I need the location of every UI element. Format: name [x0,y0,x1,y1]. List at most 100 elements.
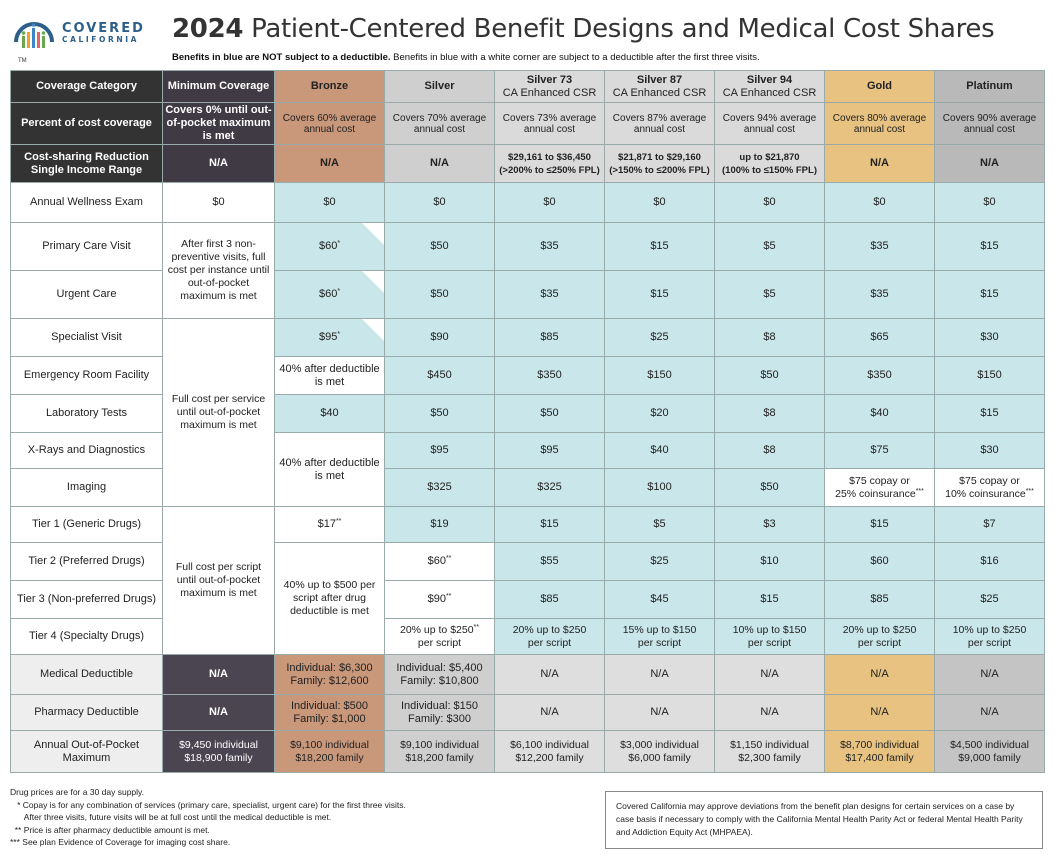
cell: $75 [824,432,935,469]
cell: $16 [934,542,1045,581]
merged-cell: Full cost per service until out-of-pocke… [162,318,275,507]
cell: $9,450 individual $18,900 family [162,730,275,773]
cell: $25 [604,542,715,581]
row-label: Medical Deductible [10,654,163,695]
cell: $30 [934,318,1045,357]
cell: N/A [934,654,1045,695]
cell: $75 copay or 25% coinsurance*** [824,468,935,507]
cell: 40% after deductible is met [274,356,385,395]
col-silver-87: Silver 87 CA Enhanced CSR [604,70,715,103]
cell: $50 [384,270,495,319]
cell: $3,000 individual $6,000 family [604,730,715,773]
cell: $8 [714,318,825,357]
cell: $60 [824,542,935,581]
cell: Individual: $6,300 Family: $12,600 [274,654,385,695]
cell: Individual: $5,400 Family: $10,800 [384,654,495,695]
cell: $60* [274,270,385,319]
cell: $0 [824,182,935,223]
cell: 15% up to $150 per script [604,618,715,655]
cell: $40 [274,394,385,433]
page-title: 2024 Patient-Centered Benefit Designs an… [172,14,995,44]
row-label: Specialist Visit [10,318,163,357]
cell: N/A [494,694,605,731]
cell: $15 [824,506,935,543]
row-out-of-pocket-max: Annual Out-of-Pocket Maximum $9,450 indiv… [10,730,1045,773]
cell: $350 [824,356,935,395]
cell: N/A [384,144,495,183]
cell: $35 [494,222,605,271]
row-tier4: Tier 4 (Specialty Drugs) 20% up to $250*… [10,618,1045,655]
col-silver-94: Silver 94 CA Enhanced CSR [714,70,825,103]
cell: $0 [274,182,385,223]
cell: $50 [384,222,495,271]
row-pharmacy-deductible: Pharmacy Deductible N/A Individual: $500… [10,694,1045,731]
cell: Covers 90% average annual cost [934,102,1045,145]
cell: $85 [494,580,605,619]
row-label: Tier 4 (Specialty Drugs) [10,618,163,655]
cell: $50 [714,468,825,507]
logo-line2: CALIFORNIA [62,35,140,44]
row-label: Emergency Room Facility [10,356,163,395]
cell: $90 [384,318,495,357]
row-laboratory: Laboratory Tests $40 $50 $50 $20 $8 $40 … [10,394,1045,433]
cell: $50 [384,394,495,433]
col-silver-73: Silver 73 CA Enhanced CSR [494,70,605,103]
cell: $35 [494,270,605,319]
logo-trademark: TM [18,58,27,64]
row-emergency-room: Emergency Room Facility 40% after deduct… [10,356,1045,395]
row-medical-deductible: Medical Deductible N/A Individual: $6,30… [10,654,1045,695]
cell: $95 [494,432,605,469]
cell: $15 [714,580,825,619]
cell: $19 [384,506,495,543]
cell: N/A [714,694,825,731]
cell: N/A [162,694,275,731]
col-minimum-coverage: Minimum Coverage [162,70,275,103]
cell: Covers 70% average annual cost [384,102,495,145]
row-label: Tier 1 (Generic Drugs) [10,506,163,543]
cell: $40 [604,432,715,469]
cell: $35 [824,222,935,271]
cell: $90** [384,580,495,619]
cell: N/A [824,144,935,183]
footnote: After three visits, future visits will b… [10,812,332,822]
cell: $20 [604,394,715,433]
row-label: Imaging [10,468,163,507]
col-bronze: Bronze [274,70,385,103]
col-coverage-category: Coverage Category [10,70,163,103]
cell: $85 [494,318,605,357]
merged-cell: 40% after deductible is met [274,432,385,507]
cell: $5 [714,270,825,319]
cell: $100 [604,468,715,507]
cell: N/A [824,694,935,731]
row-primary-care: Primary Care Visit After first 3 non-pre… [10,222,1045,319]
row-label: Percent of cost coverage [10,102,163,145]
page-header: COVERED CALIFORNIA TM 2024 Patient-Cente… [0,0,1055,70]
cell: $25 [604,318,715,357]
row-label: Annual Out-of-Pocket Maximum [10,730,163,773]
cell: 20% up to $250 per script [824,618,935,655]
cell: $15 [604,270,715,319]
cell: $0 [934,182,1045,223]
col-platinum: Platinum [934,70,1045,103]
cell: $8 [714,432,825,469]
cell: $0 [714,182,825,223]
cell: $95 [384,432,495,469]
cell: $6,100 individual $12,200 family [494,730,605,773]
cell: N/A [934,144,1045,183]
cell: $75 copay or 10% coinsurance*** [934,468,1045,507]
row-label: Tier 2 (Preferred Drugs) [10,542,163,581]
merged-cell: Full cost per script until out-of-pocket… [162,506,275,655]
cell: $15 [934,394,1045,433]
col-gold: Gold [824,70,935,103]
page-subtitle: Benefits in blue are NOT subject to a de… [172,52,760,63]
cell: $60* [274,222,385,271]
cell: Individual: $150 Family: $300 [384,694,495,731]
cell: $325 [494,468,605,507]
benefit-table: Coverage Category Minimum Coverage Bronz… [10,70,1045,773]
cell: $45 [604,580,715,619]
cell: $9,100 individual $18,200 family [384,730,495,773]
cell: $350 [494,356,605,395]
row-label: Pharmacy Deductible [10,694,163,731]
cell: $50 [714,356,825,395]
cell: Covers 0% until out-of-pocket maximum is… [162,102,275,145]
